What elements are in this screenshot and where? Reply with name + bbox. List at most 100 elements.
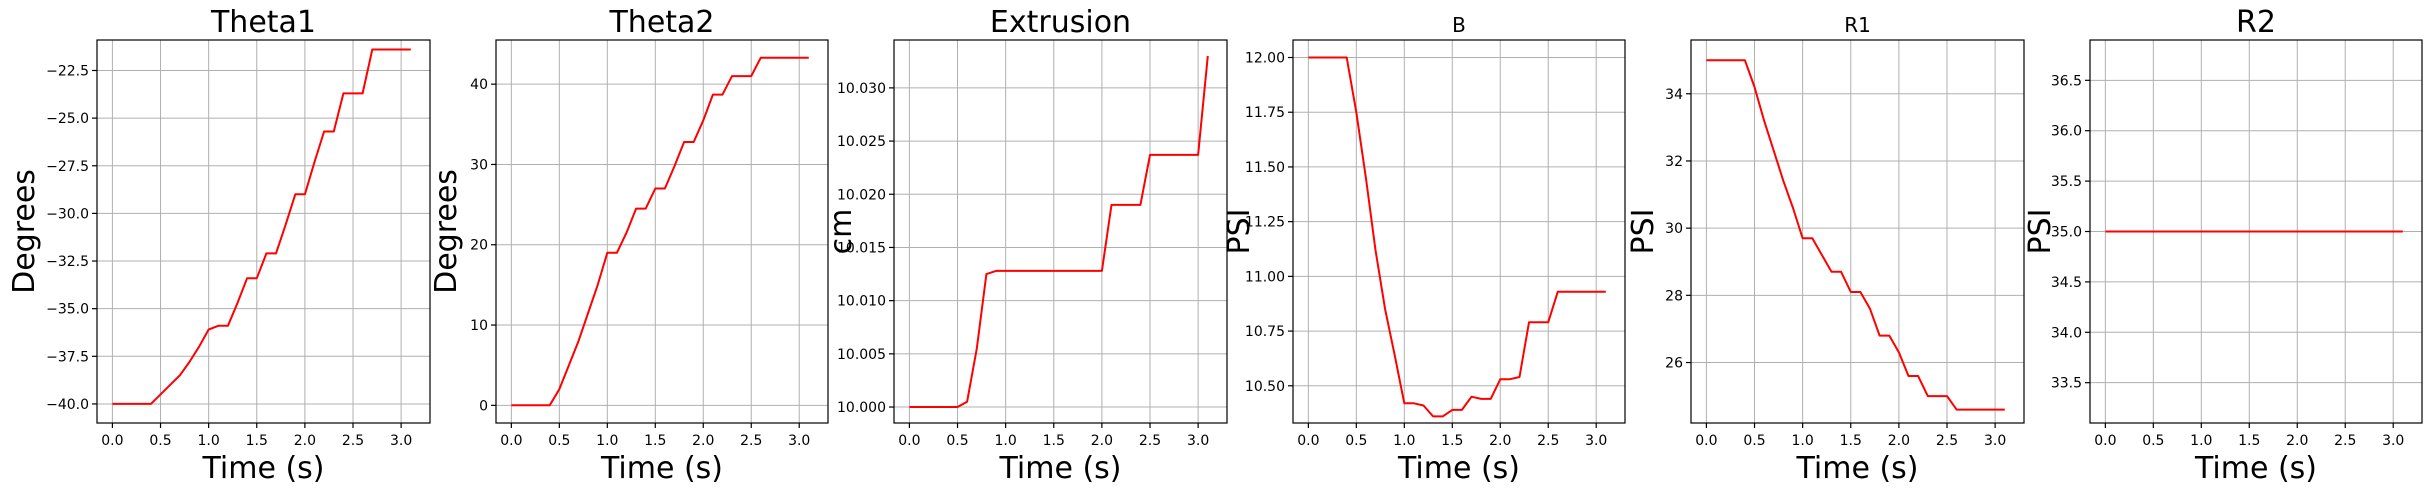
x-tick-label: 1.0 xyxy=(1792,433,1814,449)
y-axis-label: cm xyxy=(824,209,859,255)
x-tick-label: 2.0 xyxy=(2286,433,2308,449)
x-tick-label: 1.0 xyxy=(596,433,618,449)
x-tick-label: 1.5 xyxy=(246,433,268,449)
x-tick-label: 2.5 xyxy=(342,433,364,449)
subplot-2: 0.0 0.5 1.0 1.5 2.0 2.5 3.0 0 10 20 30 40 Theta2 Time… xyxy=(429,5,829,486)
y-tick-label: 11.00 xyxy=(1245,269,1285,285)
x-tick-label: 1.5 xyxy=(1441,433,1463,449)
series-line xyxy=(1308,56,1606,418)
x-tick-label: 0.0 xyxy=(101,433,123,449)
y-axis-label: PSI xyxy=(1222,209,1257,255)
x-tick-label: 0.0 xyxy=(500,433,522,449)
y-tick-label: −30.0 xyxy=(46,206,89,222)
y-tick-label: 10.025 xyxy=(837,134,886,150)
axes-frame xyxy=(1690,39,2025,424)
y-tick-label: 10.000 xyxy=(837,400,886,416)
x-tick-label: 0.5 xyxy=(2142,433,2164,449)
y-tick-label: 32 xyxy=(1665,154,1683,170)
axes-frame xyxy=(2089,39,2423,424)
x-axis-label: Time (s) xyxy=(1796,451,1919,486)
series-line xyxy=(511,56,809,407)
x-tick-label: 3.0 xyxy=(2382,433,2404,449)
y-tick-label: 30 xyxy=(1665,221,1683,237)
y-tick-label: −37.5 xyxy=(46,349,89,365)
x-tick-label: 2.0 xyxy=(294,433,316,449)
y-tick-label: 34.5 xyxy=(2051,275,2082,291)
y-tick-label: 40 xyxy=(470,77,488,93)
y-tick-label: 34.0 xyxy=(2051,325,2082,341)
x-tick-label: 1.0 xyxy=(1393,433,1415,449)
y-tick-label: 34 xyxy=(1665,87,1683,103)
x-tick-label: 1.5 xyxy=(644,433,666,449)
y-tick-label: 10.005 xyxy=(837,347,886,363)
series-line xyxy=(909,55,1209,408)
y-tick-label: 35.0 xyxy=(2051,225,2082,241)
x-tick-label: 2.0 xyxy=(692,433,714,449)
x-tick-label: 0.5 xyxy=(548,433,570,449)
x-tick-label: 1.0 xyxy=(995,433,1017,449)
y-tick-label: 10 xyxy=(470,318,488,334)
y-tick-label: 10.015 xyxy=(837,240,886,256)
y-tick-label: −35.0 xyxy=(46,302,89,318)
y-tick-label: 33.5 xyxy=(2051,376,2082,392)
x-tick-label: 3.0 xyxy=(1187,433,1209,449)
x-tick-label: 2.0 xyxy=(1888,433,1910,449)
y-tick-label: 10.010 xyxy=(837,294,886,310)
y-tick-label: −40.0 xyxy=(46,397,89,413)
x-tick-label: 1.0 xyxy=(2190,433,2212,449)
y-tick-label: 30 xyxy=(470,157,488,173)
y-tick-label: 35.5 xyxy=(2051,174,2082,190)
chart-title: R1 xyxy=(1844,13,1871,37)
x-axis-label: Time (s) xyxy=(2194,451,2317,486)
x-tick-label: 0.0 xyxy=(898,433,920,449)
x-tick-label: 3.0 xyxy=(1585,433,1607,449)
x-tick-label: 3.0 xyxy=(788,433,810,449)
x-axis-label: Time (s) xyxy=(1397,451,1520,486)
x-tick-label: 2.5 xyxy=(1936,433,1958,449)
y-tick-label: 10.75 xyxy=(1245,324,1285,340)
subplot-6: 0.0 0.5 1.0 1.5 2.0 2.5 3.0 33.5 34.0 34.5 35.0 35.… xyxy=(2023,5,2423,486)
subplot-3: 0.0 0.5 1.0 1.5 2.0 2.5 3.0 10.000 10.005 10.010 1… xyxy=(824,5,1228,486)
y-tick-label: 36.0 xyxy=(2051,124,2082,140)
x-tick-label: 3.0 xyxy=(390,433,412,449)
y-tick-label: −25.0 xyxy=(46,111,89,127)
y-tick-label: −22.5 xyxy=(46,63,89,79)
y-tick-label: 12.00 xyxy=(1245,51,1285,67)
x-tick-label: 0.0 xyxy=(1695,433,1717,449)
axes-frame xyxy=(893,39,1228,424)
x-axis-label: Time (s) xyxy=(202,451,325,486)
y-tick-label: −27.5 xyxy=(46,159,89,175)
subplot-5: 0.0 0.5 1.0 1.5 2.0 2.5 3.0 26 28 30 32 34 R1 Time (s… xyxy=(1626,13,2025,486)
subplot-1: 0.0 0.5 1.0 1.5 2.0 2.5 3.0 −40.0 −37.5 −35.0 −32.… xyxy=(7,5,431,486)
y-tick-label: 10.020 xyxy=(837,187,886,203)
x-tick-label: 1.5 xyxy=(2238,433,2260,449)
y-tick-label: 10.50 xyxy=(1245,379,1285,395)
x-axis-label: Time (s) xyxy=(600,451,723,486)
x-tick-label: 3.0 xyxy=(1984,433,2006,449)
chart-title: B xyxy=(1452,13,1466,37)
x-tick-label: 1.5 xyxy=(1840,433,1862,449)
chart-title: Theta2 xyxy=(608,5,714,40)
x-tick-label: 1.0 xyxy=(198,433,220,449)
x-tick-label: 0.0 xyxy=(1297,433,1319,449)
axes-frame xyxy=(96,39,431,424)
y-tick-label: 26 xyxy=(1665,356,1683,372)
axes-frame xyxy=(1292,39,1626,424)
y-axis-label: Degrees xyxy=(429,169,464,294)
subplot-4: 0.0 0.5 1.0 1.5 2.0 2.5 3.0 10.50 10.75 11.00 11.2… xyxy=(1222,13,1626,486)
y-tick-label: 28 xyxy=(1665,288,1683,304)
y-tick-label: 10.030 xyxy=(837,81,886,97)
x-tick-label: 2.5 xyxy=(2334,433,2356,449)
x-tick-label: 2.0 xyxy=(1489,433,1511,449)
y-axis-label: Degrees xyxy=(7,169,42,294)
series-line xyxy=(1706,59,2005,411)
chart-title: Extrusion xyxy=(990,5,1131,40)
x-tick-label: 2.5 xyxy=(1139,433,1161,449)
y-tick-label: 11.75 xyxy=(1245,105,1285,121)
y-tick-label: 36.5 xyxy=(2051,73,2082,89)
y-tick-label: −32.5 xyxy=(46,254,89,270)
y-tick-label: 11.50 xyxy=(1245,160,1285,176)
x-tick-label: 0.5 xyxy=(1345,433,1367,449)
x-tick-label: 2.5 xyxy=(740,433,762,449)
